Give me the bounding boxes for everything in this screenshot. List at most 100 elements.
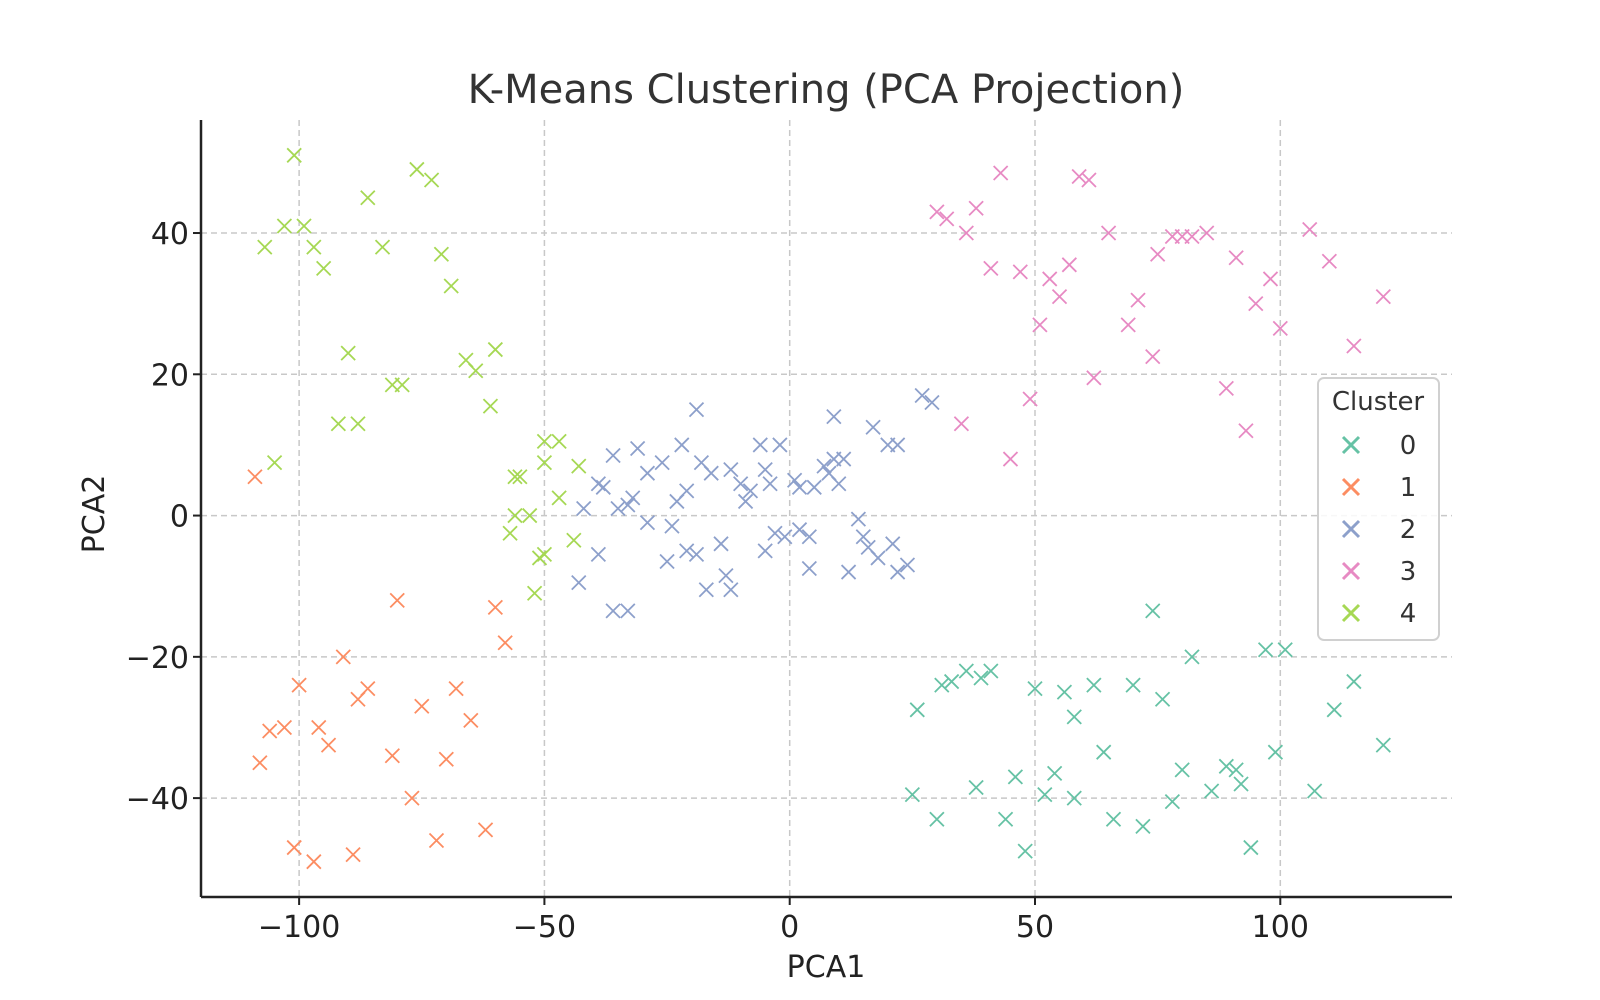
y-tick-label: −20 [126, 641, 189, 676]
data-point [1150, 246, 1166, 262]
data-point [1184, 228, 1200, 245]
data-point [296, 218, 312, 234]
data-point [414, 698, 430, 714]
data-point [374, 239, 391, 255]
data-point [384, 377, 400, 393]
data-point [1022, 391, 1038, 407]
legend-frame [1317, 377, 1440, 641]
data-point [468, 363, 484, 379]
data-point [276, 719, 293, 736]
data-point [1086, 370, 1102, 386]
data-point [762, 476, 778, 492]
y-tick-label: 20 [151, 358, 189, 393]
data-point [571, 575, 587, 591]
data-point [1307, 783, 1323, 799]
data-point [1081, 172, 1097, 188]
data-point [350, 691, 366, 707]
data-point [899, 557, 916, 573]
data-point [566, 532, 582, 548]
data-point [639, 465, 656, 481]
x-axis-label: PCA1 [787, 950, 866, 985]
data-point [409, 161, 425, 178]
data-point [801, 529, 817, 545]
data-point [850, 511, 867, 527]
data-point [1174, 762, 1190, 778]
legend-marker [1341, 561, 1361, 581]
data-point [276, 218, 293, 234]
legend-title: Cluster [1332, 387, 1425, 417]
legend-items: 0 1 2 3 4 [1341, 431, 1417, 629]
data-point [816, 458, 832, 474]
data-point [1203, 783, 1220, 799]
data-point [885, 536, 901, 552]
data-point [983, 260, 999, 276]
data-point [889, 437, 906, 453]
legend: Cluster 0 1 2 3 4 [1317, 377, 1440, 641]
data-point [983, 663, 999, 679]
data-point [777, 529, 793, 545]
data-point [659, 553, 675, 570]
series-cluster-4 [257, 147, 587, 601]
data-point [1145, 348, 1161, 365]
data-point [536, 433, 553, 450]
data-point [340, 345, 356, 361]
data-point [1321, 253, 1337, 269]
data-point [1086, 677, 1102, 693]
data-point [507, 507, 523, 524]
data-point [1326, 702, 1342, 718]
data-point [688, 401, 705, 418]
data-point [1051, 288, 1068, 305]
data-point [757, 462, 773, 478]
legend-label: 1 [1400, 473, 1417, 503]
data-point [953, 416, 970, 432]
data-point [497, 635, 513, 651]
y-axis-label: PCA2 [77, 475, 112, 554]
data-point [914, 387, 930, 404]
data-point [939, 211, 955, 227]
data-point [1012, 264, 1028, 280]
data-point [247, 469, 263, 485]
data-point [664, 518, 680, 534]
data-point [1066, 709, 1082, 725]
data-point [620, 603, 636, 619]
legend-label: 0 [1400, 431, 1417, 461]
data-point [973, 670, 989, 686]
y-tick-label: −40 [126, 782, 189, 817]
legend-label: 3 [1400, 557, 1417, 587]
data-point [1007, 769, 1024, 785]
data-point [968, 779, 984, 796]
data-point [1037, 786, 1053, 803]
data-point [433, 246, 450, 262]
data-point [870, 550, 886, 566]
data-point [1066, 790, 1082, 806]
data-point [531, 550, 548, 566]
legend-label: 2 [1400, 515, 1417, 545]
data-point [1032, 317, 1048, 333]
data-point [487, 599, 503, 616]
data-point [1135, 818, 1151, 835]
data-point [757, 543, 773, 559]
data-point [1002, 451, 1019, 467]
data-point [1243, 839, 1259, 856]
data-point [1100, 225, 1117, 241]
data-point [428, 832, 445, 849]
data-point [1042, 271, 1058, 287]
data-point [625, 490, 641, 506]
axes [199, 120, 1452, 899]
series-cluster-0 [904, 603, 1391, 859]
data-point [605, 447, 621, 464]
data-point [752, 437, 768, 453]
data-point [909, 702, 925, 718]
data-point [1228, 250, 1244, 266]
data-point [1272, 320, 1288, 337]
data-point [723, 462, 739, 478]
data-point [723, 582, 739, 598]
data-point [1262, 271, 1279, 287]
data-point [438, 751, 454, 767]
data-point [536, 454, 553, 471]
data-point [993, 165, 1009, 181]
data-point [1375, 737, 1391, 753]
data-point [943, 673, 960, 690]
data-point [958, 225, 974, 241]
